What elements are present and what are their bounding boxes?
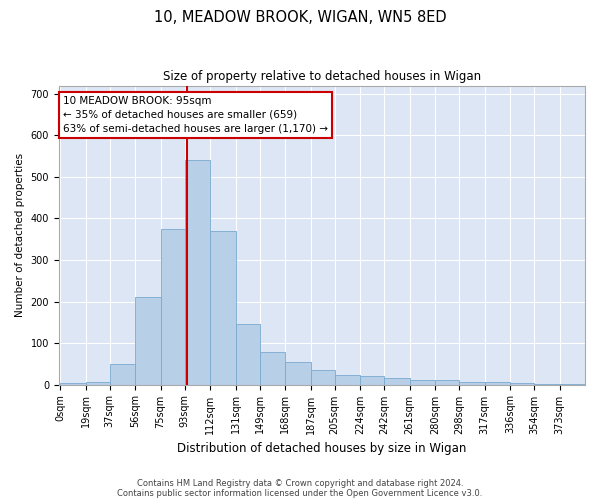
Bar	[236, 324, 260, 384]
Bar	[435, 380, 459, 384]
Bar	[260, 352, 285, 384]
Bar	[311, 370, 335, 384]
Bar	[360, 376, 384, 384]
Bar	[459, 382, 485, 384]
Bar	[185, 160, 210, 384]
Bar	[485, 382, 510, 384]
X-axis label: Distribution of detached houses by size in Wigan: Distribution of detached houses by size …	[177, 442, 467, 455]
Bar	[384, 378, 410, 384]
Bar	[135, 298, 161, 384]
Bar	[210, 231, 236, 384]
Text: 10, MEADOW BROOK, WIGAN, WN5 8ED: 10, MEADOW BROOK, WIGAN, WN5 8ED	[154, 10, 446, 25]
Y-axis label: Number of detached properties: Number of detached properties	[15, 153, 25, 317]
Bar	[86, 382, 110, 384]
Bar	[410, 380, 435, 384]
Text: 10 MEADOW BROOK: 95sqm
← 35% of detached houses are smaller (659)
63% of semi-de: 10 MEADOW BROOK: 95sqm ← 35% of detached…	[63, 96, 328, 134]
Bar	[161, 229, 185, 384]
Title: Size of property relative to detached houses in Wigan: Size of property relative to detached ho…	[163, 70, 481, 83]
Text: Contains HM Land Registry data © Crown copyright and database right 2024.: Contains HM Land Registry data © Crown c…	[137, 478, 463, 488]
Bar	[110, 364, 135, 384]
Bar	[60, 383, 86, 384]
Text: Contains public sector information licensed under the Open Government Licence v3: Contains public sector information licen…	[118, 488, 482, 498]
Bar	[335, 374, 360, 384]
Bar	[285, 362, 311, 384]
